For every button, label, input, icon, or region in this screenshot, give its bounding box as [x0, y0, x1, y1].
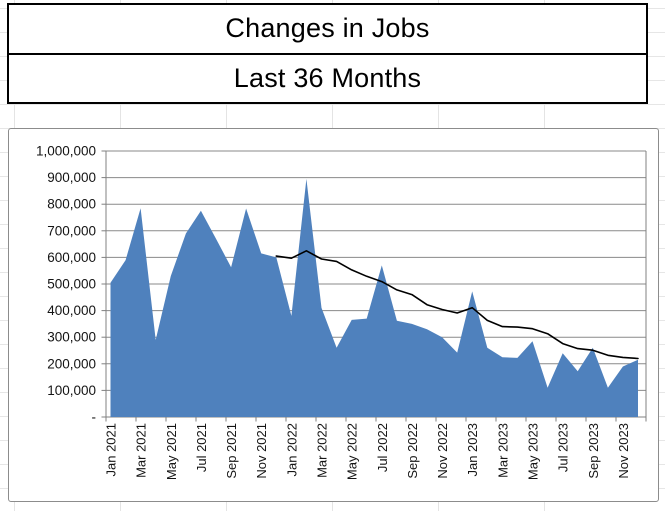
line-series-average[interactable] — [275, 250, 639, 360]
x-axis-label: May 2021 — [164, 423, 179, 480]
chart-title-line2: Last 36 Months — [233, 62, 422, 93]
y-axis-label: 400,000 — [47, 303, 96, 318]
chart-title-box: Changes in Jobs Last 36 Months — [7, 3, 648, 104]
x-axis-label: Nov 2022 — [435, 423, 450, 479]
x-axis-label: Mar 2021 — [134, 423, 149, 478]
x-axis-label: Sep 2023 — [586, 423, 601, 479]
x-axis-label: Jul 2022 — [375, 423, 390, 472]
x-axis-label: Sep 2021 — [224, 423, 239, 479]
x-axis-label: Nov 2023 — [616, 423, 631, 479]
x-axis-label: Jul 2021 — [194, 423, 209, 472]
jobs-chart-plot: - 100,000 200,000 300,000 400,000 500,000 600,… — [36, 144, 647, 480]
y-axis-label: 500,000 — [47, 277, 96, 292]
chart-title-line1: Changes in Jobs — [9, 5, 646, 55]
y-axis-label: 900,000 — [47, 170, 96, 185]
x-axis-label: Jan 2022 — [284, 423, 299, 477]
jobs-chart[interactable]: - 100,000 200,000 300,000 400,000 500,000 600,… — [8, 128, 659, 502]
x-axis-label: Jan 2023 — [465, 423, 480, 477]
y-axis-label: 100,000 — [47, 383, 96, 398]
y-axis-label: 700,000 — [47, 223, 96, 238]
x-axis-label: May 2022 — [345, 423, 360, 480]
x-axis-label: May 2023 — [526, 423, 541, 480]
x-axis-label: Nov 2021 — [254, 423, 269, 479]
x-axis-label: Sep 2022 — [405, 423, 420, 479]
y-axis-label: 1,000,000 — [36, 144, 96, 159]
x-axis-label: Jan 2021 — [104, 423, 119, 477]
x-axis-label: Mar 2023 — [495, 423, 510, 478]
y-axis-label: 800,000 — [47, 197, 96, 212]
y-axis-label: - — [92, 410, 97, 425]
y-axis-label: 200,000 — [47, 356, 96, 371]
x-axis-label: Mar 2022 — [315, 423, 330, 478]
area-series-monthly-jobs[interactable] — [110, 178, 639, 417]
y-axis-label: 600,000 — [47, 250, 96, 265]
x-axis-label: Jul 2023 — [556, 423, 571, 472]
y-axis-label: 300,000 — [47, 330, 96, 345]
